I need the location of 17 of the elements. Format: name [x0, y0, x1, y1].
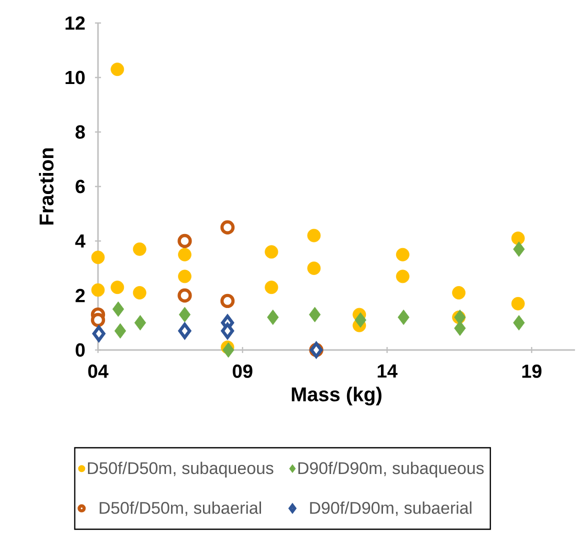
legend-label: D90f/D90m, subaerial	[310, 501, 472, 516]
legend-label: D50f/D50m, subaqueous	[88, 462, 274, 478]
x-axis-title: Mass (kg)	[292, 386, 382, 406]
y-tick-label: 0	[76, 343, 85, 357]
x-tick-label: 19	[522, 364, 542, 378]
x-tick-label: 14	[378, 364, 398, 378]
x-tick-label: 04	[88, 364, 108, 378]
y-tick-label: 8	[76, 125, 85, 139]
legend-label: D90f/D90m, subaqueous	[298, 462, 484, 478]
y-tick-label: 6	[76, 180, 85, 194]
y-tick-label: 4	[75, 234, 86, 248]
y-tick-label: 2	[76, 288, 85, 302]
x-tick-label: 09	[232, 364, 252, 378]
y-axis-title: Fraction	[38, 148, 54, 224]
y-tick-label: 10	[66, 70, 85, 84]
y-tick-label: 12	[66, 16, 85, 30]
legend-label: D50f/D50m, subaerial	[100, 501, 261, 516]
